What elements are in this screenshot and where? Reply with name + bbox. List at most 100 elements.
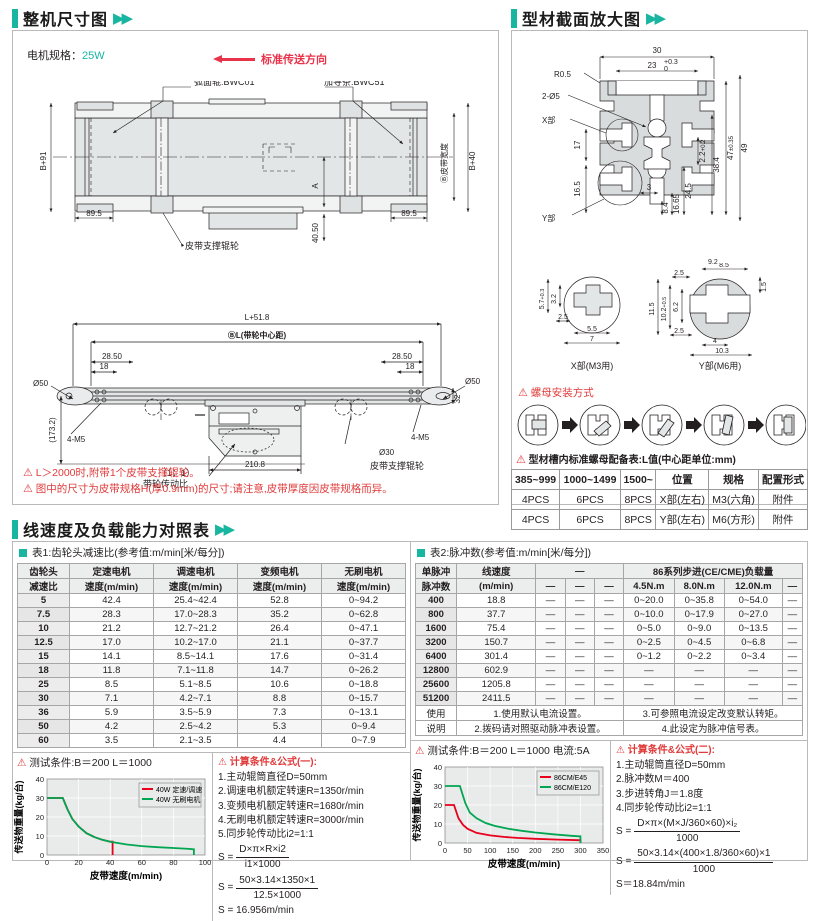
table2-cell: 18.8 — [456, 593, 537, 608]
table2-cell: 0~4.5 — [673, 635, 725, 650]
nut-table-wrap: 385~999 1000~1499 1500~ 位置 规格 配置形式 4PCS 6PCS 8PC… — [510, 469, 809, 530]
table2-cell: 602.9 — [456, 663, 537, 678]
dim-r05: R0.5 — [554, 70, 571, 79]
nut-table-cell: 8PCS — [619, 509, 657, 530]
table2-cell: — — [564, 635, 595, 650]
table1-header-cell: 定速电机 — [69, 563, 154, 579]
warning-triangle-icon: ⚠ — [518, 387, 528, 399]
table1-cell: 0~62.8 — [321, 607, 406, 622]
table1-row: 10 21.2 12.7~21.2 26.4 0~47.1 — [17, 621, 406, 636]
table2-cell: 1205.8 — [456, 677, 537, 692]
chevron-double-right-icon: ▶▶ — [113, 9, 133, 27]
y-tick-label: 10 — [36, 832, 44, 841]
table2-cell: 25600 — [414, 677, 458, 692]
table2-cell: 800 — [414, 607, 458, 622]
table2-header-cell: — — [593, 578, 625, 594]
legend-box — [138, 782, 202, 808]
formula-2-eq1-label: S = — [616, 825, 632, 837]
callout-belt-support-roller: 皮带支撑辊轮 — [185, 240, 239, 251]
table2-cell: 6400 — [414, 649, 458, 664]
formula-1-eq1-label: S = — [218, 851, 234, 863]
nut-table-header-cell: 1500~ — [619, 469, 657, 490]
table2-header-group-cell: 单脉冲 — [414, 563, 458, 579]
dim-l-plus-51-8: L+51.8 — [245, 313, 270, 322]
motor-spec: 电机规格：25W — [27, 47, 105, 63]
table2-cell: 0~2.2 — [673, 649, 725, 664]
dim-18-left: 18 — [100, 362, 109, 371]
table2-header-row-bottom: 脉冲数 (m/min) — — —4.5N.m 8.0N.m 12.0N.m — — [414, 578, 804, 594]
section-title-speed-load: 线速度及负载能力对照表 — [23, 523, 211, 540]
section-title-profile: 型材截面放大图 — [522, 12, 642, 29]
warning-triangle-icon: ⚠ — [23, 467, 33, 480]
table1-row: 50 4.2 2.5~4.2 5.3 0~9.4 — [17, 719, 406, 734]
dim-4-m5-left: 4-M5 — [67, 435, 86, 444]
table2-cell: 400 — [414, 593, 458, 608]
x-detail-caption: X部(M3用) — [571, 360, 614, 371]
table1-header-cell: 速度(m/min) — [153, 578, 238, 594]
formula-2-eq2-numerator: 50×3.14×(400×1.8/360×60)×1 — [634, 847, 774, 863]
section-accent-bar — [511, 8, 517, 28]
y-tick-label: 20 — [434, 801, 442, 810]
table1-header-row-top: 齿轮头 定速电机 调速电机 变频电机 无刷电机 — [17, 563, 406, 579]
dim-3: 3 — [647, 183, 652, 192]
x-tick-label: 20 — [74, 858, 82, 867]
table1-cell: 21.1 — [237, 635, 322, 650]
table2-cell: — — [564, 607, 595, 622]
table1-row: 30 7.1 4.2~7.1 8.8 0~15.7 — [17, 691, 406, 706]
side-view-drawing: L+51.8 ⒷL(带轮中心距) 28.50 18 28.50 18 Ø50 Ø… — [33, 313, 481, 489]
table2-row: 1600 75.4— — —0~5.0 0~9.0 0~13.5— — [414, 621, 804, 636]
table1-row: 5 42.4 25.4~42.4 52.8 0~94.2 — [17, 593, 406, 608]
dim-16-5: 16.5 — [573, 181, 582, 197]
warning-triangle-icon: ⚠ — [218, 757, 227, 768]
profile-cross-section-panel: 30 23 +0.3 0 R0.5 2-Ø5 X部 Y部 17 16.5 49 … — [510, 30, 809, 530]
nut-table-header-cell: 385~999 — [510, 469, 561, 490]
table2-cell: — — [623, 663, 675, 678]
table2-cell: — — [535, 677, 566, 692]
callout-belt-support-roller-2: 皮带支撑辊轮 — [370, 460, 424, 471]
table2-cell: — — [593, 677, 625, 692]
profile-main-drawing: 30 23 +0.3 0 R0.5 2-Ø5 X部 Y部 17 16.5 49 … — [542, 46, 749, 223]
bullet-square-icon — [19, 548, 27, 557]
table1-cell: 21.2 — [69, 621, 154, 636]
table2-cell: — — [781, 607, 804, 622]
formula-2-box: ⚠ 计算条件&公式(二): 1.主动辊筒直径D=50mm 2.脉冲数M＝400 3.… — [611, 741, 807, 895]
table1-column: 表1:齿轮头减速比(参考值:m/min[米/每分]) 齿轮头 定速电机 调速电机 变频… — [13, 542, 411, 921]
table2-cell: 0~17.9 — [673, 607, 725, 622]
table2-cell: 3200 — [414, 635, 458, 650]
formula-2-wrap: ⚠ 计算条件&公式(二): 1.主动辊筒直径D=50mm 2.脉冲数M＝400 3.… — [611, 741, 807, 895]
table2-header-cell: — — [781, 578, 804, 594]
nut-table-cell: 8PCS — [619, 489, 657, 510]
dim-d50-right: Ø50 — [465, 377, 481, 386]
nut-table-header-cell: 位置 — [655, 469, 710, 490]
callout-arc-roller: 弧面辊:BWC01 — [194, 81, 255, 87]
warning-triangle-icon: ⚠ — [17, 757, 27, 769]
formula-1-item: 5.同步轮传动比i2=1:1 — [218, 828, 314, 840]
machine-dimension-drawing-panel: 电机规格：25W 标准传送方向 — [12, 30, 499, 505]
dim-210-8: 210.8 — [245, 460, 266, 469]
table2-cell: — — [593, 635, 625, 650]
table2-header-cell: 12.0N.m — [723, 578, 783, 594]
legend-label: 40W 定速/调速 — [156, 785, 202, 794]
usage-note: 3.可参照电流设定改变默认转矩。 — [623, 705, 803, 721]
formula-1-eq1-denominator: i1×1000 — [244, 859, 281, 871]
y-tick-label: 30 — [434, 782, 442, 791]
table2-cell: — — [781, 635, 804, 650]
table2-caption-row: 表2:脉冲数(参考值:m/min[米/每分]) — [411, 542, 807, 563]
table2-cell: — — [723, 691, 783, 706]
table2-cell: — — [623, 677, 675, 692]
table1-cell: 36 — [17, 705, 70, 720]
table1-row: 36 5.9 3.5~5.9 7.3 0~13.1 — [17, 705, 406, 720]
dim-30: 30 — [653, 46, 662, 55]
table1-header-cell: 速度(m/min) — [69, 578, 154, 594]
table2-cell: — — [564, 691, 595, 706]
table1-cell: 0~26.2 — [321, 663, 406, 678]
gear-ratio-table: 齿轮头 定速电机 调速电机 变频电机 无刷电机 减速比 速度(m/min) 速度(m/min)… — [17, 563, 406, 748]
table2-cell: — — [673, 691, 725, 706]
dim-y-4: 4 — [713, 338, 717, 345]
table2-header-group-cell: — — [535, 563, 625, 579]
table2-cell: — — [723, 663, 783, 678]
warning-triangle-icon: ⚠ — [616, 745, 625, 756]
table2-cell: — — [593, 607, 625, 622]
chart-1-title: 测试条件:B＝200 L＝1000 — [29, 757, 152, 769]
note-text: 图中的尺寸为皮带规格H(厚0.9mm)的尺寸;请注意,皮带厚度因皮带规格而异。 — [35, 483, 393, 496]
